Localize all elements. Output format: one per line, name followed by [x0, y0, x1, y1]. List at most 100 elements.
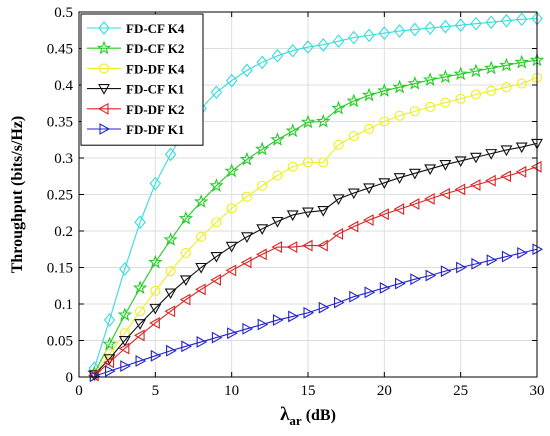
data-point [89, 370, 101, 383]
data-point [196, 336, 208, 348]
data-point [409, 106, 420, 117]
data-point [165, 266, 176, 277]
data-point [500, 13, 513, 28]
data-point [149, 176, 162, 191]
data-point [241, 191, 252, 202]
legend-label: FD-DF K2 [126, 102, 184, 117]
data-point [409, 22, 421, 37]
x-axis-title: λar (dB) [280, 404, 336, 428]
data-point [118, 342, 130, 355]
data-point [132, 280, 148, 295]
data-point [241, 63, 253, 78]
legend-entry: FD-CF K4 [87, 21, 185, 36]
data-point [408, 168, 421, 180]
data-point [254, 141, 270, 156]
data-point [149, 303, 162, 315]
legend-box [80, 13, 204, 146]
data-point [408, 198, 420, 210]
data-point [514, 54, 529, 69]
data-point [303, 306, 315, 319]
data-point [346, 93, 362, 108]
legend-entry: FD-CF K2 [87, 40, 184, 56]
data-point [378, 178, 391, 189]
data-point [317, 37, 329, 52]
axis-ticks: 0 5 10 15 20 25 30 0 0.05 0.1 0.15 0.2 0.25 0.3 0.35 0.… [47, 5, 545, 399]
data-point [439, 160, 452, 171]
data-point [393, 203, 405, 216]
data-point [425, 101, 436, 112]
data-point [178, 211, 194, 225]
data-point [226, 203, 237, 214]
data-point [286, 210, 299, 222]
data-point [393, 173, 406, 184]
data-point [470, 89, 481, 100]
data-point [392, 79, 407, 94]
legend-entry: FD-DF K2 [87, 102, 184, 117]
data-point [318, 301, 330, 314]
data-point [242, 322, 254, 335]
data-point [257, 180, 268, 191]
data-point [483, 60, 499, 75]
data-point [180, 247, 191, 258]
data-point [302, 207, 314, 219]
data-point [194, 283, 206, 296]
legend-marker [97, 102, 109, 115]
data-point [225, 73, 238, 88]
data-point [225, 241, 238, 253]
series-line [94, 248, 538, 377]
data-point [195, 262, 208, 274]
data-point [164, 305, 176, 318]
x-axis-title-main: λ [280, 404, 290, 425]
data-point [515, 165, 527, 178]
data-point [193, 194, 209, 208]
data-point [361, 87, 377, 102]
data-point [453, 66, 468, 81]
y-axis-title-group: Throughput (bits/s/Hz) [9, 116, 26, 274]
data-point [103, 313, 116, 327]
series-line [93, 77, 538, 376]
data-point [302, 157, 314, 168]
data-point [332, 34, 345, 49]
legend: FD-CF K4 FD-CF K2 FD-DF K4 FD-CF K1 FD-DF K2… [80, 13, 204, 146]
data-point [454, 183, 466, 196]
data-point [425, 269, 437, 282]
legend-label: FD-CF K2 [126, 41, 184, 56]
data-point [316, 113, 331, 128]
data-point [318, 157, 329, 168]
data-point [134, 319, 147, 330]
data-point [164, 147, 177, 162]
data-point [468, 63, 484, 78]
y-tick-label: 0.3 [54, 151, 73, 167]
data-point [256, 55, 268, 70]
series-layer [87, 11, 545, 383]
y-tick-label: 0.1 [54, 297, 73, 313]
data-point [515, 142, 528, 154]
data-point [424, 164, 437, 176]
data-point [300, 114, 316, 129]
x-tick-label: 30 [530, 383, 545, 399]
legend-entry: FD-DF K4 [87, 61, 185, 76]
data-point [410, 273, 422, 286]
data-point [317, 206, 330, 217]
data-point [210, 273, 221, 286]
data-point [333, 296, 345, 309]
data-point [150, 285, 161, 296]
data-point [271, 48, 284, 63]
data-point [285, 123, 300, 138]
data-point [149, 317, 160, 329]
data-point [102, 336, 117, 351]
data-point [362, 214, 374, 226]
data-point [286, 241, 298, 253]
data-point [469, 152, 482, 164]
data-point [486, 254, 498, 267]
data-point [379, 282, 391, 294]
data-point [516, 12, 528, 27]
data-point [500, 170, 512, 183]
data-point [135, 355, 147, 367]
data-point [256, 224, 269, 235]
data-point [331, 100, 346, 115]
data-point [363, 28, 375, 43]
data-point [501, 250, 513, 263]
series-3 [88, 138, 543, 381]
legend-label: FD-DF K1 [126, 122, 184, 137]
